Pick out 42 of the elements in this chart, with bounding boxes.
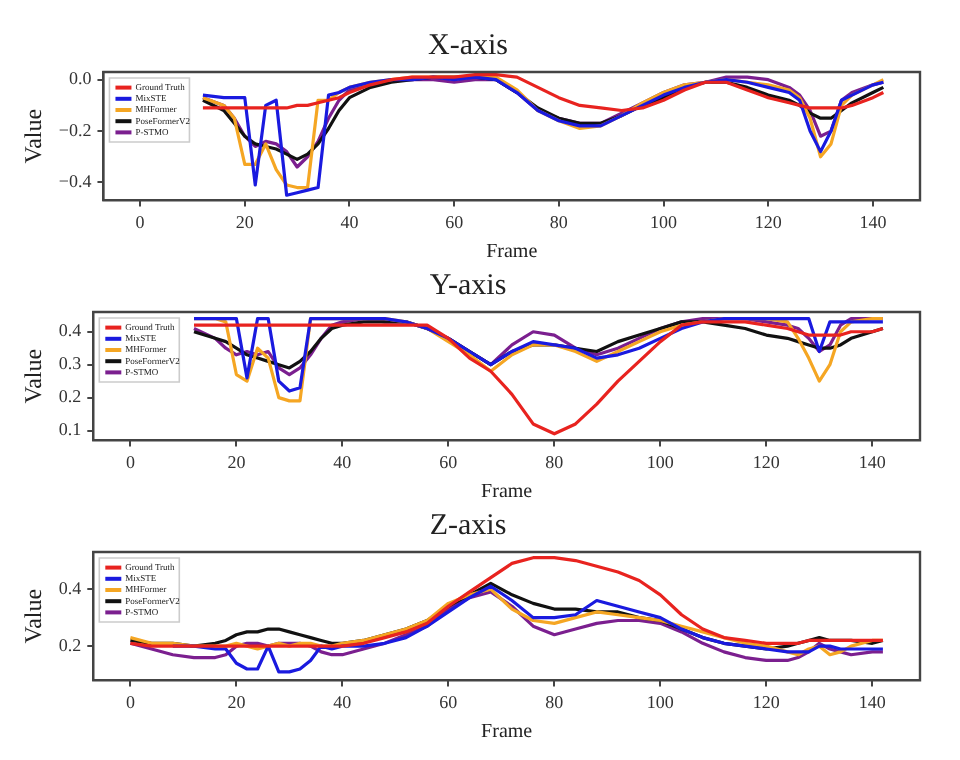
y-tick-label: 0.1 bbox=[58, 419, 82, 440]
y-axis-title: Value bbox=[18, 108, 47, 164]
x-tick-label: 120 bbox=[752, 451, 781, 472]
x-tick-label: 40 bbox=[333, 691, 353, 712]
x-tick-label: 40 bbox=[340, 211, 360, 232]
x-tick-label: 120 bbox=[752, 691, 781, 712]
y-tick-label: 0.2 bbox=[58, 386, 82, 407]
x-tick-label: 100 bbox=[646, 691, 675, 712]
y-tick-label: 0.0 bbox=[68, 68, 93, 89]
x-tick-label: 20 bbox=[227, 691, 247, 712]
y-tick-label: −0.4 bbox=[58, 171, 93, 192]
x-tick-label: 80 bbox=[549, 211, 569, 232]
x-tick-label: 140 bbox=[858, 691, 887, 712]
x-axis-title: Frame bbox=[481, 481, 534, 504]
x-tick-label: 100 bbox=[646, 451, 675, 472]
x-tick-label: 120 bbox=[754, 211, 783, 232]
x-tick-label: 20 bbox=[227, 451, 247, 472]
x-tick-label: 60 bbox=[445, 211, 465, 232]
x-tick-label: 40 bbox=[333, 451, 353, 472]
x-tick-label: 0 bbox=[125, 451, 136, 472]
y-tick-label: 0.2 bbox=[58, 634, 82, 655]
y-tick-label: 0.3 bbox=[58, 353, 83, 374]
x-tick-label: 20 bbox=[235, 211, 255, 232]
chart-title: X-axis bbox=[428, 29, 509, 62]
x-tick-label: 140 bbox=[859, 211, 888, 232]
x-tick-label: 80 bbox=[545, 451, 565, 472]
y-tick-label: 0.4 bbox=[58, 320, 83, 341]
x-tick-label: 0 bbox=[125, 691, 136, 712]
x-axis-title: Frame bbox=[486, 241, 539, 264]
x-tick-label: 100 bbox=[650, 211, 679, 232]
x-tick-label: 60 bbox=[439, 691, 459, 712]
chart-title: Z-axis bbox=[429, 509, 507, 542]
x-tick-label: 60 bbox=[439, 451, 459, 472]
x-tick-label: 140 bbox=[858, 451, 887, 472]
x-axis-title: Frame bbox=[481, 721, 534, 744]
y-axis-title: Value bbox=[18, 588, 47, 644]
y-tick-label: 0.4 bbox=[58, 577, 83, 598]
chart-title: Y-axis bbox=[429, 269, 507, 302]
x-tick-label: 0 bbox=[135, 211, 146, 232]
x-tick-label: 80 bbox=[545, 691, 565, 712]
y-tick-label: −0.2 bbox=[58, 119, 92, 140]
y-axis-title: Value bbox=[18, 348, 47, 404]
